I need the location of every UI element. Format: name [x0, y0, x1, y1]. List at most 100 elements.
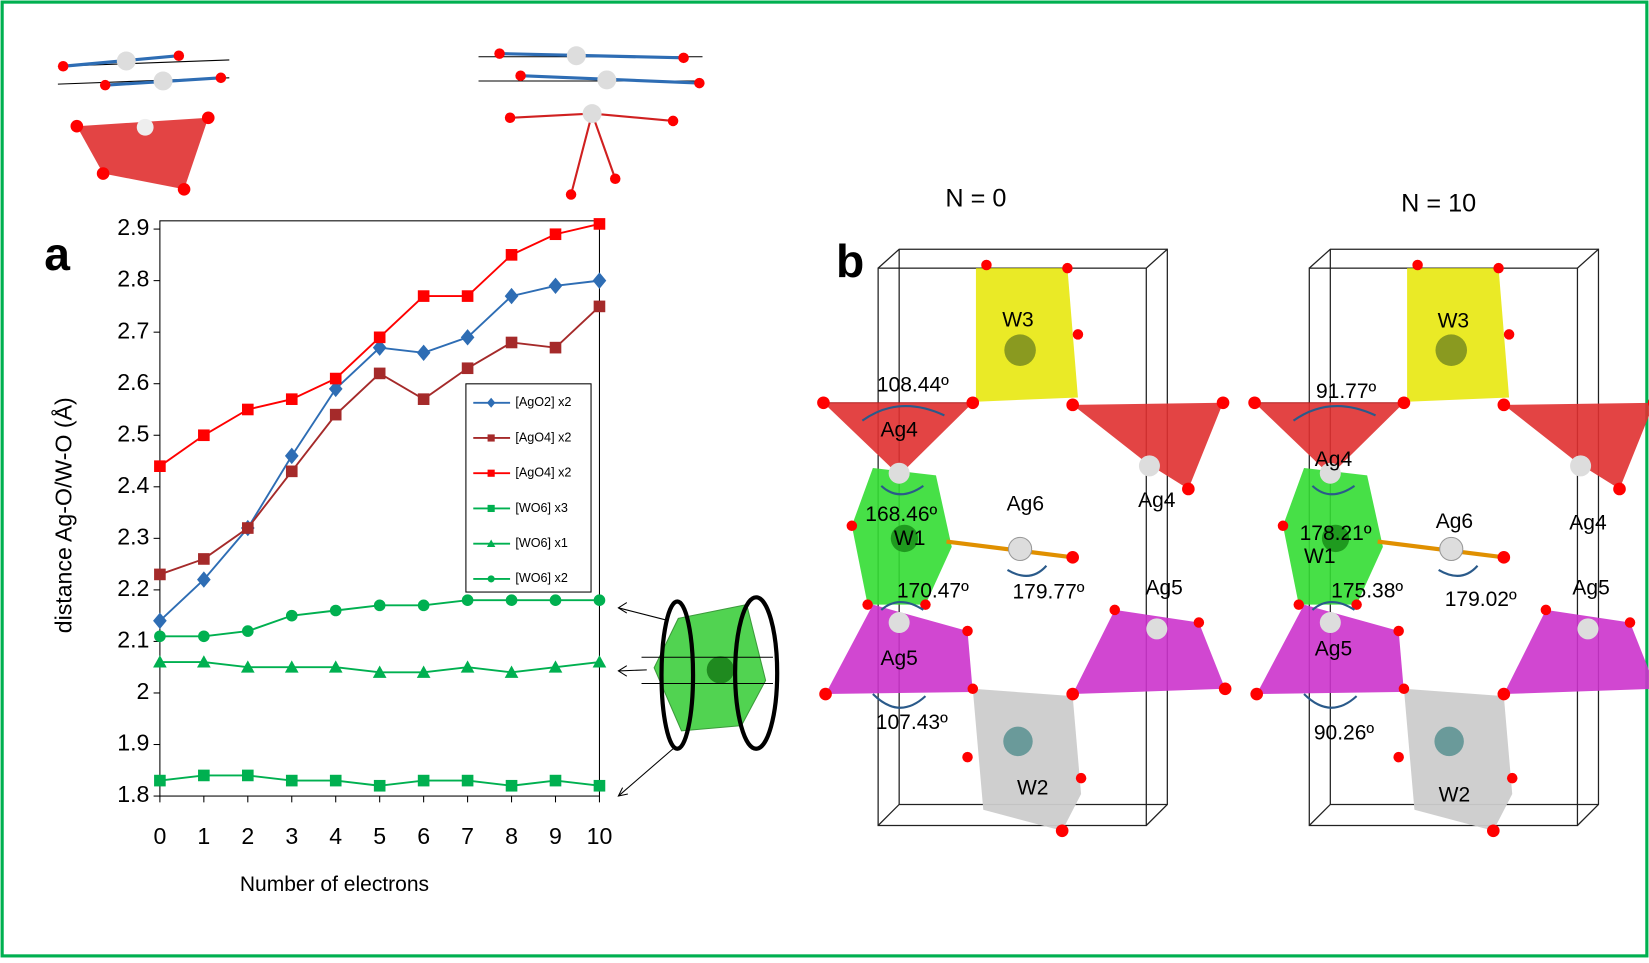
structure-label: W2	[1017, 776, 1049, 799]
marker	[592, 272, 607, 289]
structure-label: 179.77º	[1013, 581, 1085, 604]
marker	[504, 665, 519, 678]
structure-label: 91.77º	[1316, 380, 1377, 403]
marker	[154, 774, 166, 787]
legend-marker	[487, 575, 495, 583]
structure-label: Ag4	[1315, 448, 1353, 471]
marker	[154, 460, 166, 472]
marker	[460, 660, 475, 673]
marker	[328, 660, 343, 673]
structure-label: 179.02º	[1445, 588, 1517, 611]
marker	[417, 599, 430, 612]
panel-label: a	[44, 228, 71, 280]
marker	[373, 331, 386, 344]
x-tick-label: 0	[153, 823, 166, 849]
legend-box	[465, 383, 592, 593]
panel-label: b	[836, 235, 864, 287]
marker	[549, 594, 562, 607]
y-tick-label: 2.6	[117, 369, 149, 395]
marker	[240, 660, 255, 673]
marker	[198, 553, 210, 565]
marker	[241, 403, 254, 416]
marker	[198, 630, 210, 643]
structure	[817, 248, 1232, 838]
y-tick-label: 1.8	[117, 781, 149, 807]
legend-label: [AgO4] x2	[515, 430, 571, 444]
x-tick-label: 7	[461, 823, 474, 849]
legend-label: [WO6] x3	[515, 501, 568, 515]
x-tick-label: 9	[549, 823, 562, 849]
structure-label: 175.38º	[1331, 580, 1403, 603]
marker	[505, 249, 518, 261]
marker	[460, 329, 475, 346]
legend-label: [AgO2] x2	[515, 395, 571, 409]
structure-label: W1	[894, 527, 926, 550]
octahedron-icon	[617, 595, 780, 797]
structure-label: Ag4	[1569, 511, 1607, 534]
marker	[284, 660, 299, 673]
structure-label: Ag6	[1436, 510, 1473, 533]
y-tick-label: 2.8	[117, 266, 149, 292]
y-tick-label: 2	[137, 678, 150, 704]
marker	[549, 341, 562, 354]
legend-label: [AgO4] x2	[515, 466, 571, 480]
structure-label: 170.47º	[897, 580, 969, 603]
y-tick-label: 2.9	[117, 214, 149, 240]
marker	[417, 393, 430, 405]
structure-label: 108.44º	[877, 373, 949, 396]
marker	[593, 218, 606, 230]
marker	[329, 372, 342, 385]
marker	[461, 594, 474, 607]
x-tick-label: 4	[329, 823, 342, 849]
y-tick-label: 2.1	[117, 627, 149, 653]
marker	[461, 774, 474, 787]
marker	[593, 594, 606, 607]
structure-label: Ag4	[880, 419, 918, 442]
marker	[548, 277, 563, 294]
structure-label: Ag6	[1007, 492, 1044, 515]
marker	[504, 287, 519, 305]
marker	[241, 769, 254, 782]
marker	[373, 599, 386, 612]
legend-marker	[486, 539, 496, 548]
x-tick-label: 10	[587, 823, 613, 849]
structure-label: Ag5	[880, 647, 917, 670]
marker	[593, 779, 606, 792]
y-tick-label: 2.4	[117, 472, 149, 498]
marker	[548, 660, 563, 673]
x-tick-label: 3	[285, 823, 298, 849]
structure-label: 107.43º	[876, 711, 948, 734]
marker	[241, 522, 254, 534]
marker	[593, 300, 606, 313]
marker	[154, 630, 166, 643]
structure-label: Ag5	[1572, 576, 1609, 599]
x-tick-label: 8	[505, 823, 518, 849]
marker	[505, 779, 518, 792]
marker	[372, 665, 387, 678]
structure-label: Ag5	[1145, 576, 1182, 599]
marker	[461, 290, 474, 302]
marker	[417, 290, 430, 302]
marker	[549, 228, 562, 241]
marker	[329, 774, 342, 787]
structure-label: W3	[1002, 308, 1034, 331]
structure-label: W2	[1439, 784, 1471, 807]
x-tick-label: 5	[373, 823, 386, 849]
x-tick-label: 6	[417, 823, 430, 849]
marker	[154, 568, 166, 581]
marker	[329, 408, 342, 421]
marker	[416, 665, 431, 678]
marker	[153, 655, 167, 668]
marker	[153, 612, 167, 630]
marker	[329, 604, 342, 617]
marker	[285, 774, 298, 787]
marker	[461, 362, 474, 375]
x-tick-label: 1	[197, 823, 210, 849]
marker	[373, 779, 386, 792]
y-axis-label: distance Ag-O/W-O (Å)	[49, 397, 76, 633]
y-tick-label: 2.3	[117, 523, 149, 549]
marker	[198, 429, 210, 442]
marker	[285, 393, 298, 405]
marker	[241, 625, 254, 637]
